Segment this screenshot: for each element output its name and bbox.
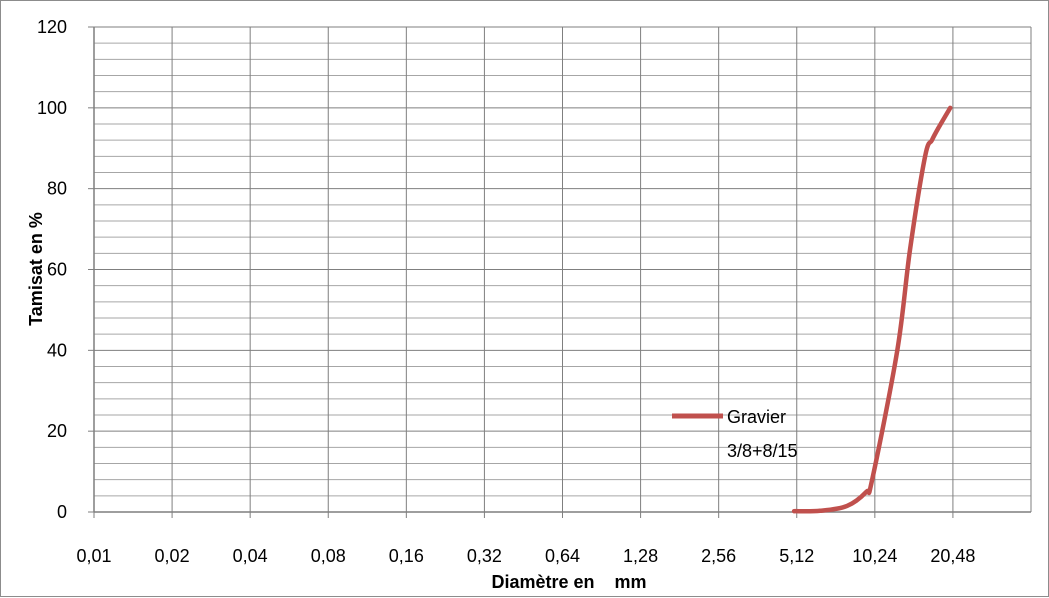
legend-label-line2: 3/8+8/15 xyxy=(727,441,798,461)
x-tick-label: 10,24 xyxy=(852,546,897,566)
legend-label-line1: Gravier xyxy=(727,407,786,427)
x-tick-label: 5,12 xyxy=(779,546,814,566)
y-tick-label: 20 xyxy=(47,421,67,441)
x-axis-title: Diamètre en mm xyxy=(491,572,646,592)
x-tick-label: 20,48 xyxy=(930,546,975,566)
x-tick-label: 0,64 xyxy=(545,546,580,566)
x-tick-label: 0,08 xyxy=(311,546,346,566)
series-layer xyxy=(791,105,953,514)
x-tick-label: 0,01 xyxy=(76,546,111,566)
y-tick-label: 120 xyxy=(37,17,67,37)
y-tick-label: 100 xyxy=(37,98,67,118)
x-tick-label: 2,56 xyxy=(701,546,736,566)
x-tick-label: 1,28 xyxy=(623,546,658,566)
y-axis-title: Tamisat en % xyxy=(26,212,46,326)
y-tick-label: 60 xyxy=(47,260,67,280)
y-tick-label: 80 xyxy=(47,179,67,199)
x-tick-label: 0,32 xyxy=(467,546,502,566)
x-tick-label: 0,02 xyxy=(155,546,190,566)
legend: Gravier 3/8+8/15 xyxy=(672,407,798,461)
y-tick-label: 0 xyxy=(57,502,67,522)
axes: 0,01 0,02 0,04 0,08 0,16 0,32 0,64 1,28 2,56 5,12… xyxy=(37,17,1031,566)
x-tick-label: 0,16 xyxy=(389,546,424,566)
grid-lines xyxy=(93,26,1032,513)
y-tick-label: 40 xyxy=(47,340,67,360)
series-line-gravier xyxy=(791,105,953,514)
x-tick-label: 0,04 xyxy=(233,546,268,566)
